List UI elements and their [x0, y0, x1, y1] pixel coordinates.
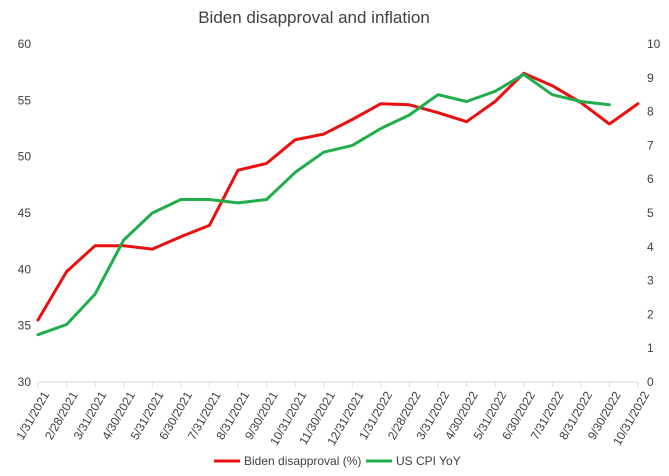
chart-title: Biden disapproval and inflation [198, 8, 430, 27]
x-tick-labels: 1/31/20212/28/20213/31/20214/30/20215/31… [13, 389, 652, 448]
y-right-tick-label: 9 [647, 71, 654, 85]
y-left-tick-labels: 30 35 40 45 50 55 60 [18, 37, 32, 389]
y-right-tick-label: 3 [647, 274, 654, 288]
y-left-tick-label: 55 [18, 93, 32, 107]
series-line-us-cpi-yoy [36, 72, 611, 337]
y-right-tick-label: 0 [647, 375, 654, 389]
y-left-tick-label: 45 [18, 206, 32, 220]
legend-label: US CPI YoY [396, 454, 461, 468]
x-tick-marks [37, 382, 639, 387]
y-right-tick-label: 2 [647, 307, 654, 321]
y-left-tick-label: 60 [18, 37, 32, 51]
y-right-tick-label: 1 [647, 341, 654, 355]
y-right-tick-label: 6 [647, 172, 654, 186]
y-right-tick-label: 8 [647, 105, 654, 119]
y-left-tick-label: 35 [18, 319, 32, 333]
legend: Biden disapproval (%) US CPI YoY [214, 454, 461, 468]
y-left-tick-label: 50 [18, 150, 32, 164]
y-right-tick-label: 5 [647, 206, 654, 220]
y-right-tick-label: 7 [647, 138, 654, 152]
y-right-tick-labels: 0 1 2 3 4 5 6 7 8 9 10 [647, 37, 661, 389]
series-lines [36, 71, 640, 337]
legend-label: Biden disapproval (%) [244, 454, 361, 468]
y-left-tick-label: 40 [18, 262, 32, 276]
y-left-tick-label: 30 [18, 375, 32, 389]
y-right-tick-label: 4 [647, 240, 654, 254]
series-line-biden-disapproval [36, 71, 640, 322]
y-right-tick-label: 10 [647, 37, 661, 51]
